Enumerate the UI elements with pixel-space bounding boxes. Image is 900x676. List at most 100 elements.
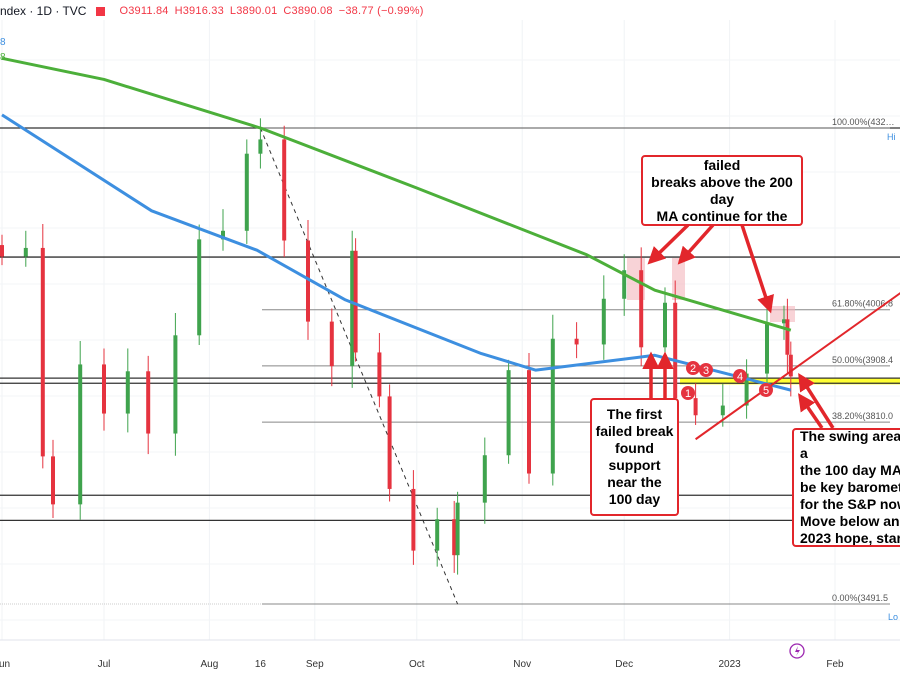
symbol-title: ndex · 1D · TVC <box>0 4 87 18</box>
support-band <box>680 377 900 385</box>
marker-circle <box>759 383 773 397</box>
annotation-arrow <box>798 373 835 429</box>
candle <box>452 500 457 573</box>
candle <box>574 322 579 359</box>
fib-swing-line <box>259 127 459 605</box>
flag-icon[interactable] <box>96 6 106 16</box>
candle <box>221 209 225 251</box>
candle-body <box>0 245 4 257</box>
fib-level-label: 38.20%(3810.0 <box>832 411 893 421</box>
ohlc-high: H3916.33 <box>174 5 224 17</box>
candle <box>125 348 130 433</box>
candle <box>197 224 202 346</box>
candle <box>693 383 698 425</box>
fib-level-label: 0.00%(3491.5 <box>832 593 888 603</box>
ohlc-change: −38.77 (−0.99%) <box>338 5 424 17</box>
candle <box>23 230 28 267</box>
marker-label: 3 <box>703 365 709 377</box>
candle <box>601 275 606 360</box>
failed-break-highlight <box>672 258 685 300</box>
ohlc-close: C3890.08 <box>283 5 333 17</box>
candle-body <box>51 456 55 505</box>
candle <box>329 308 334 387</box>
x-tick-label: Nov <box>513 659 531 670</box>
range-high-label: Hi <box>887 132 896 142</box>
candle-body <box>550 338 555 474</box>
candle <box>744 359 749 419</box>
marker-label: 1 <box>685 388 691 400</box>
ohlc-low: L3890.01 <box>229 5 278 17</box>
fib-level-label: 50.00%(3908.4 <box>832 355 893 365</box>
marker-label: 4 <box>737 371 743 383</box>
candle <box>639 247 644 367</box>
candle-body <box>258 139 263 154</box>
candle-body <box>435 519 440 551</box>
candle-body <box>788 354 793 377</box>
candle <box>482 437 487 524</box>
candle-body <box>693 398 698 416</box>
candle-body <box>639 270 644 348</box>
annotation-swing-area: The swing area a the 100 day MA be key b… <box>792 428 900 547</box>
x-tick-label: Dec <box>615 659 633 670</box>
marker-circle <box>686 361 700 375</box>
candle-body <box>601 298 606 345</box>
x-tick-label: 2023 <box>718 659 741 670</box>
annotation-arrow <box>677 223 715 265</box>
candle-body <box>482 455 487 503</box>
candle-body <box>23 247 28 257</box>
candle <box>244 139 249 244</box>
marker-circle <box>733 369 747 383</box>
candle <box>435 507 440 567</box>
candle <box>377 333 382 408</box>
x-tick-label: Oct <box>409 659 425 670</box>
candle <box>40 223 45 469</box>
candle-body <box>622 270 627 299</box>
x-tick-label: 16 <box>255 659 267 670</box>
x-tick-label: Aug <box>201 659 219 670</box>
ma200-line <box>1 56 792 332</box>
lightning-icon[interactable] <box>789 643 805 659</box>
candle <box>550 314 555 486</box>
candle-body <box>282 139 287 241</box>
candle <box>782 305 786 340</box>
failed-break-highlight <box>770 306 795 322</box>
x-tick-label: Jun <box>0 659 10 670</box>
candle <box>51 439 55 519</box>
candle-body <box>197 239 202 336</box>
candle-body <box>244 153 249 231</box>
range-low-label: Lo <box>888 612 898 622</box>
candle-body <box>350 250 355 367</box>
candle-body <box>574 338 579 345</box>
candle-body <box>78 364 83 505</box>
candle-body <box>173 335 178 434</box>
ohlc-open: O3911.84 <box>119 5 169 17</box>
marker-circle <box>699 363 713 377</box>
candle-body <box>353 250 358 353</box>
ma200-value-label: 8 <box>0 52 6 63</box>
candle <box>411 470 416 565</box>
candle <box>0 234 4 266</box>
candle-body <box>673 302 678 399</box>
candle <box>455 491 460 575</box>
candle-body <box>744 373 749 406</box>
candle-body <box>452 519 457 556</box>
annotation-failed-breaks: The recent pattern of failed breaks abov… <box>641 155 803 226</box>
candle <box>350 230 355 388</box>
candle <box>282 125 287 258</box>
candle-body <box>765 323 769 374</box>
candle-body <box>506 370 511 456</box>
candle-body <box>125 371 130 414</box>
annotation-arrow <box>798 393 824 429</box>
candle-body <box>377 352 382 397</box>
candle-body <box>455 502 460 556</box>
candle <box>788 341 793 397</box>
candle <box>78 341 83 520</box>
candle-body <box>102 364 106 414</box>
candle-body <box>146 371 151 434</box>
fib-level-label: 100.00%(432… <box>832 117 895 127</box>
marker-label: 5 <box>763 385 769 397</box>
x-tick-label: Feb <box>826 659 844 670</box>
marker-circle <box>681 386 695 400</box>
candle <box>102 348 106 431</box>
